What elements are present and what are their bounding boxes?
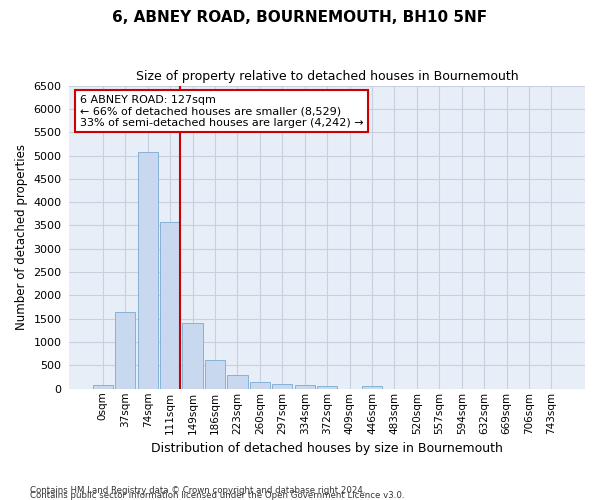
Bar [93,386,113,389]
X-axis label: Distribution of detached houses by size in Bournemouth: Distribution of detached houses by size … [151,442,503,455]
Bar [227,375,248,389]
Bar [295,386,315,389]
Bar [250,382,270,389]
Text: 6, ABNEY ROAD, BOURNEMOUTH, BH10 5NF: 6, ABNEY ROAD, BOURNEMOUTH, BH10 5NF [112,10,488,25]
Bar [205,360,225,389]
Text: Contains HM Land Registry data © Crown copyright and database right 2024.: Contains HM Land Registry data © Crown c… [30,486,365,495]
Bar [317,386,337,389]
Text: 6 ABNEY ROAD: 127sqm
← 66% of detached houses are smaller (8,529)
33% of semi-de: 6 ABNEY ROAD: 127sqm ← 66% of detached h… [80,94,363,128]
Bar [160,222,180,389]
Bar [115,312,136,389]
Bar [272,384,292,389]
Title: Size of property relative to detached houses in Bournemouth: Size of property relative to detached ho… [136,70,518,83]
Bar [362,386,382,389]
Y-axis label: Number of detached properties: Number of detached properties [15,144,28,330]
Text: Contains public sector information licensed under the Open Government Licence v3: Contains public sector information licen… [30,491,404,500]
Bar [137,152,158,389]
Bar [182,324,203,389]
